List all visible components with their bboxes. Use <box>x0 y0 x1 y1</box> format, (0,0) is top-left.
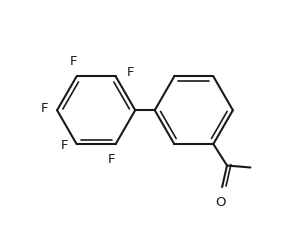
Text: F: F <box>70 55 77 68</box>
Text: F: F <box>41 102 48 115</box>
Text: O: O <box>215 196 226 209</box>
Text: F: F <box>108 153 115 166</box>
Text: F: F <box>126 66 134 79</box>
Text: F: F <box>60 139 68 153</box>
